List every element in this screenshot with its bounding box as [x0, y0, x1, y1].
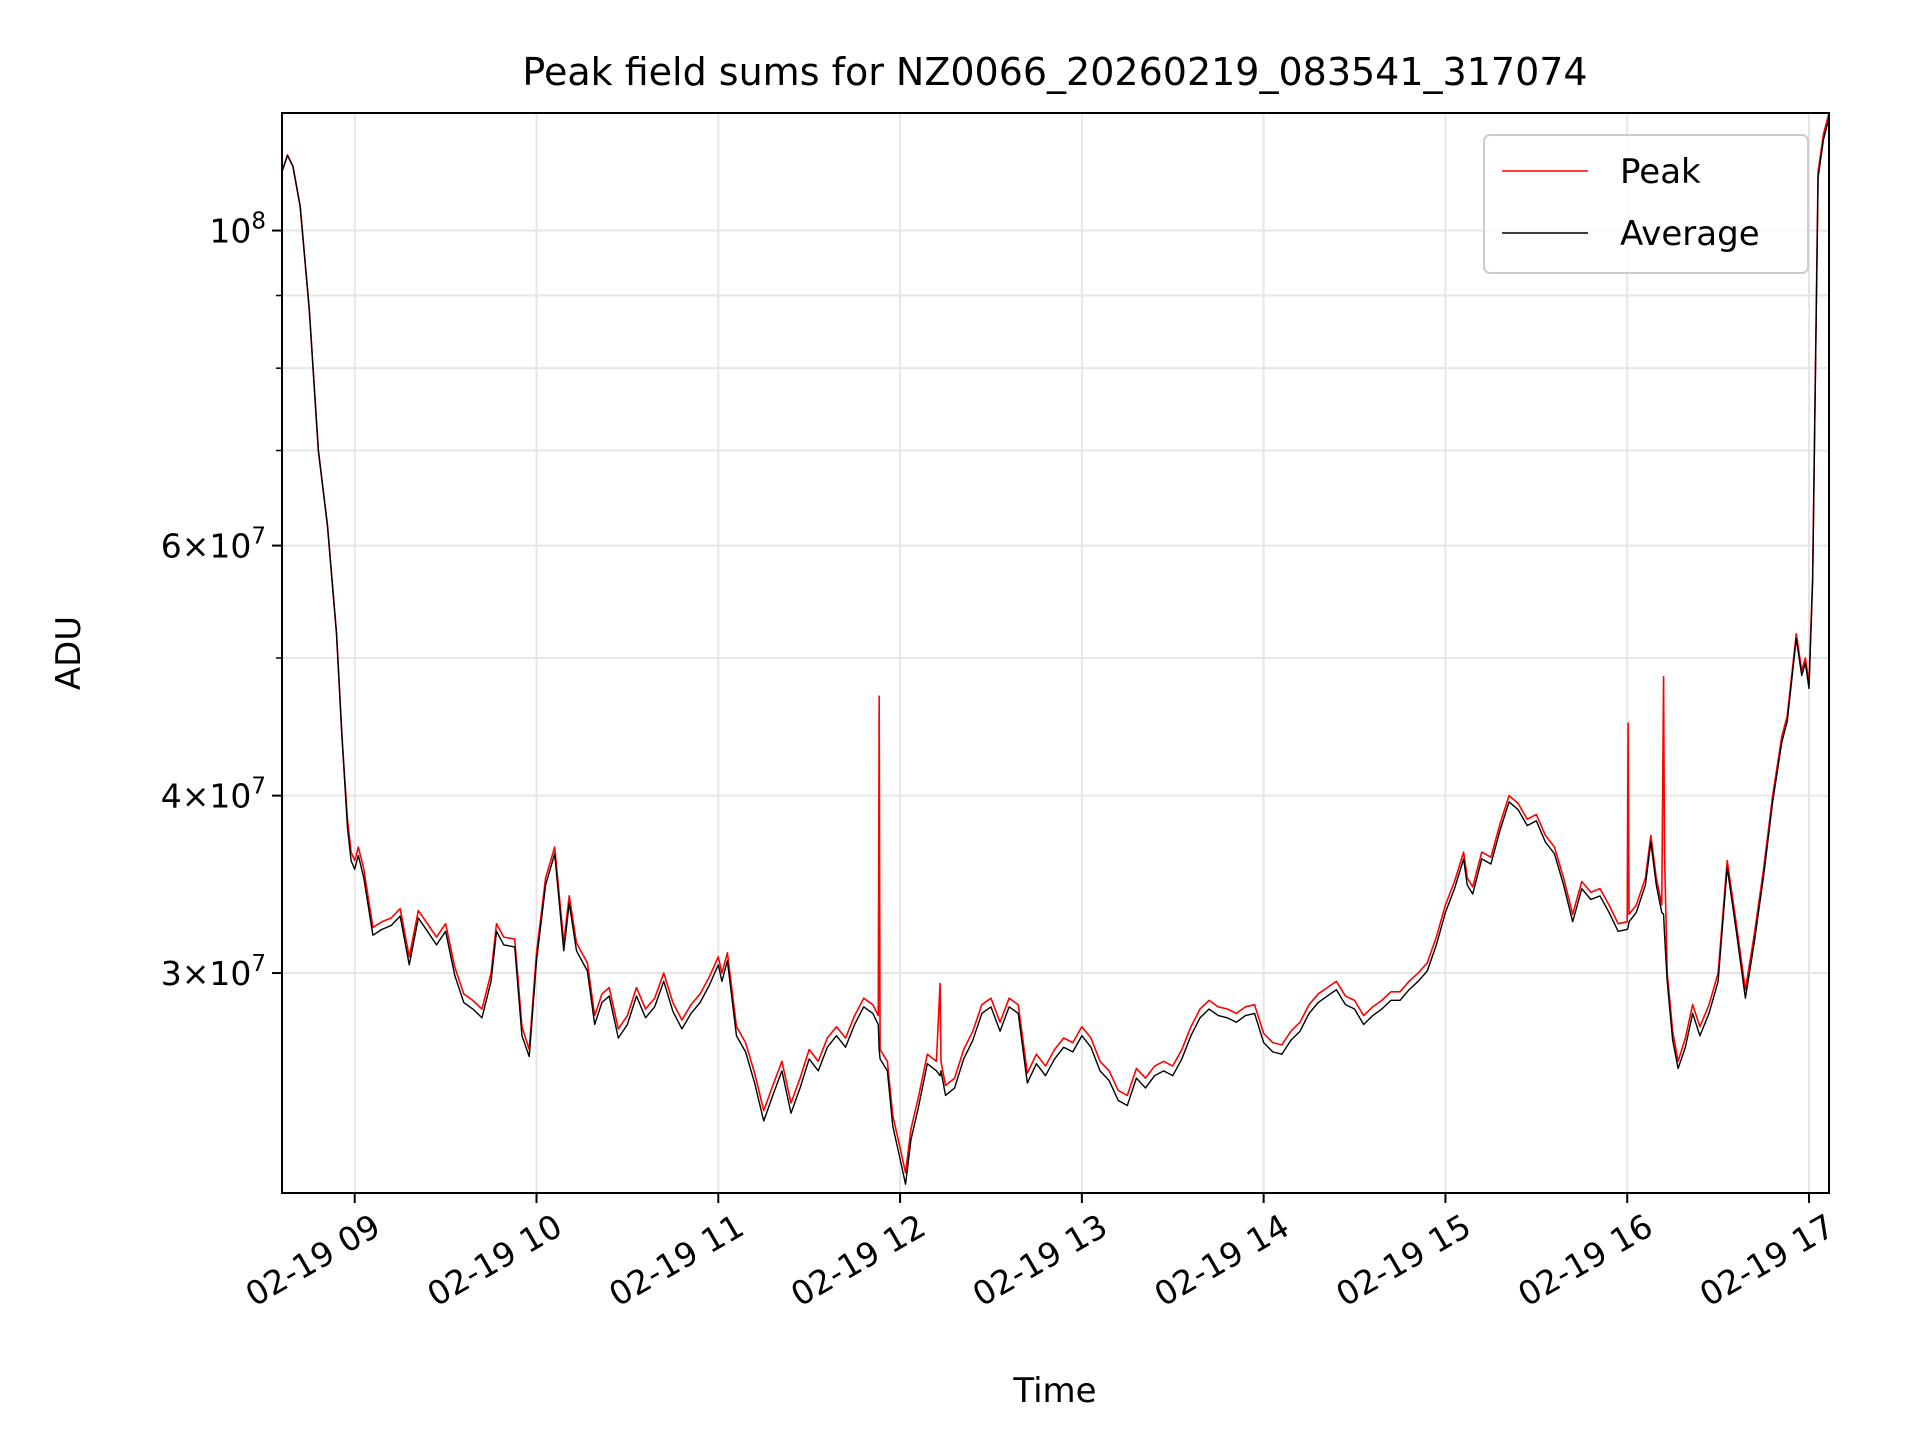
series-line-average	[282, 117, 1829, 1185]
plot-frame	[281, 112, 1830, 1194]
y-tick-label: 3×107	[161, 951, 266, 993]
plot-area	[282, 113, 1829, 1185]
y-axis: 3×107 4×107 6×107 108	[161, 209, 282, 993]
y-tick-label: 6×107	[161, 524, 266, 566]
legend-label-average: Average	[1620, 214, 1760, 254]
x-axis-label: Time	[1012, 1371, 1096, 1411]
chart-title: Peak field sums for NZ0066_20260219_0835…	[522, 50, 1587, 94]
y-tick-label: 108	[209, 209, 266, 251]
grid	[282, 113, 1829, 1193]
y-axis-label: ADU	[49, 616, 89, 690]
legend-label-peak: Peak	[1620, 152, 1701, 192]
series-layer	[282, 113, 1829, 1185]
legend: Peak Average	[1483, 134, 1809, 274]
legend-box	[1483, 134, 1809, 274]
y-tick-label: 4×107	[161, 774, 266, 816]
